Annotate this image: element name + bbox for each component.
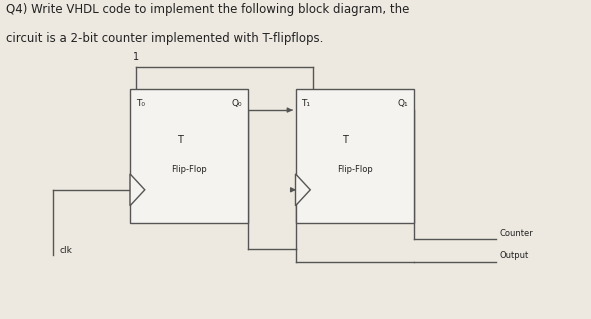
Bar bbox=[130, 89, 248, 223]
Text: T₀: T₀ bbox=[136, 99, 145, 108]
Text: Counter: Counter bbox=[499, 229, 533, 238]
Text: clk: clk bbox=[59, 246, 72, 255]
Text: 1: 1 bbox=[133, 52, 139, 62]
Text: T: T bbox=[342, 135, 348, 145]
Text: Q4) Write VHDL code to implement the following block diagram, the: Q4) Write VHDL code to implement the fol… bbox=[6, 3, 410, 16]
Text: T₁: T₁ bbox=[301, 99, 310, 108]
Text: Flip-Flop: Flip-Flop bbox=[337, 165, 372, 174]
Text: Q₁: Q₁ bbox=[397, 99, 408, 108]
Text: Output: Output bbox=[499, 251, 528, 260]
Text: Q₀: Q₀ bbox=[232, 99, 242, 108]
Bar bbox=[296, 89, 414, 223]
Text: T: T bbox=[177, 135, 183, 145]
Text: Flip-Flop: Flip-Flop bbox=[171, 165, 207, 174]
Polygon shape bbox=[130, 174, 145, 206]
Polygon shape bbox=[296, 174, 310, 206]
Text: circuit is a 2-bit counter implemented with T-flipflops.: circuit is a 2-bit counter implemented w… bbox=[6, 32, 323, 45]
